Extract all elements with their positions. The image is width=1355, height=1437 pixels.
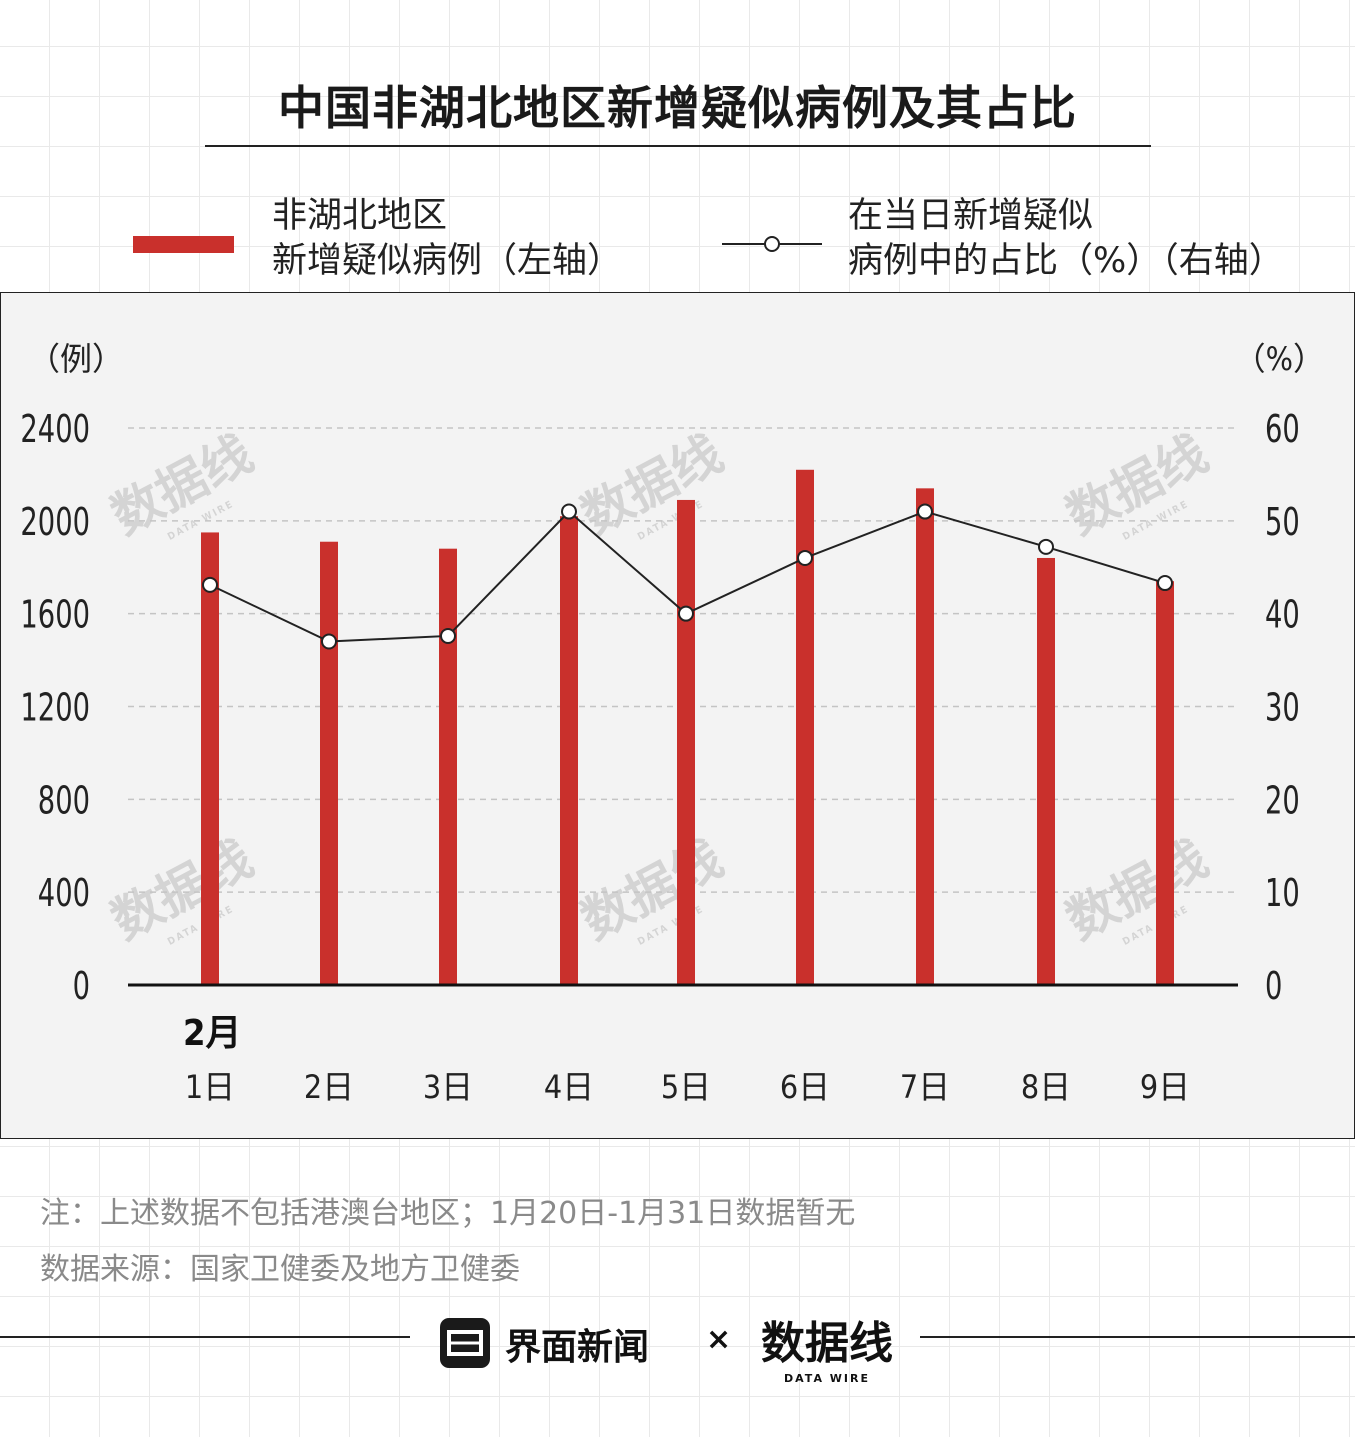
jiemian-logo-icon [440,1318,490,1368]
left-tick-label: 800 [38,779,90,823]
footnote: 注：上述数据不包括港澳台地区；1月20日-1月31日数据暂无 [40,1196,856,1231]
legend-bar-label-line1: 非湖北地区 [272,196,448,236]
footer-rule-left [0,1336,410,1338]
right-axis-unit: （%） [1234,340,1325,378]
data-wire-logo: 数据线 DATA WIRE [762,1318,892,1385]
legend-line-label-line2: 病例中的占比（%）（右轴） [848,241,1284,281]
axis-labels: 0 400 800 1200 1600 2000 2400 0 10 20 30 40 50 60 （例） （… [20,340,1325,1106]
brand-separator: × [706,1322,732,1357]
right-tick-label: 50 [1265,501,1300,545]
bar [560,516,578,985]
bar [439,548,457,985]
x-tick-label: 8日 [1021,1068,1071,1106]
bar [1156,581,1174,985]
title-underline [205,145,1151,147]
bar [320,541,338,985]
left-tick-label: 400 [38,872,90,916]
x-tick-label: 1日 [185,1068,235,1106]
left-tick-label: 2000 [20,501,90,545]
left-tick-label: 0 [73,965,90,1009]
month-label: 2月 [183,1013,242,1054]
line-point [1038,538,1054,555]
line-point [321,633,337,650]
bar [1037,557,1055,985]
bar [201,532,219,985]
left-tick-label: 1600 [20,593,90,637]
left-tick-label: 1200 [20,686,90,730]
right-tick-label: 0 [1265,965,1282,1009]
footer-rule-right [920,1336,1355,1338]
legend-line-label-line1: 在当日新增疑似 [848,196,1094,236]
legend-line-swatch [722,236,822,252]
line-point [678,605,694,622]
left-axis-unit: （例） [28,340,124,378]
brand-name: 界面新闻 [505,1327,650,1368]
right-tick-label: 60 [1265,408,1300,452]
x-tick-label: 4日 [544,1068,594,1106]
x-tick-label: 5日 [661,1068,711,1106]
right-tick-label: 40 [1265,593,1300,637]
bar [677,499,695,985]
right-tick-label: 20 [1265,779,1300,823]
legend-bar-swatch [133,236,234,253]
x-tick-label: 2日 [304,1068,354,1106]
right-tick-label: 30 [1265,686,1300,730]
x-tick-label: 6日 [780,1068,830,1106]
svg-text:数据线: 数据线 [762,1318,892,1369]
left-tick-label: 2400 [20,408,90,452]
line-point [440,627,456,644]
line-point [917,503,933,520]
line-point [797,549,813,566]
x-tick-label: 9日 [1140,1068,1190,1106]
svg-text:DATA WIRE: DATA WIRE [784,1372,870,1385]
bar [796,469,814,985]
chart-title: 中国非湖北地区新增疑似病例及其占比 [278,81,1077,135]
bar-series [201,469,1174,985]
x-tick-label: 3日 [423,1068,473,1106]
x-tick-label: 7日 [900,1068,950,1106]
line-point [202,576,218,593]
legend-bar-label-line2: 新增疑似病例（左轴） [272,241,623,281]
bar [916,488,934,985]
right-tick-label: 10 [1265,872,1300,916]
line-point [1157,575,1173,592]
line-point [561,503,577,520]
data-source: 数据来源：国家卫健委及地方卫健委 [40,1252,520,1287]
line-series [202,503,1173,650]
